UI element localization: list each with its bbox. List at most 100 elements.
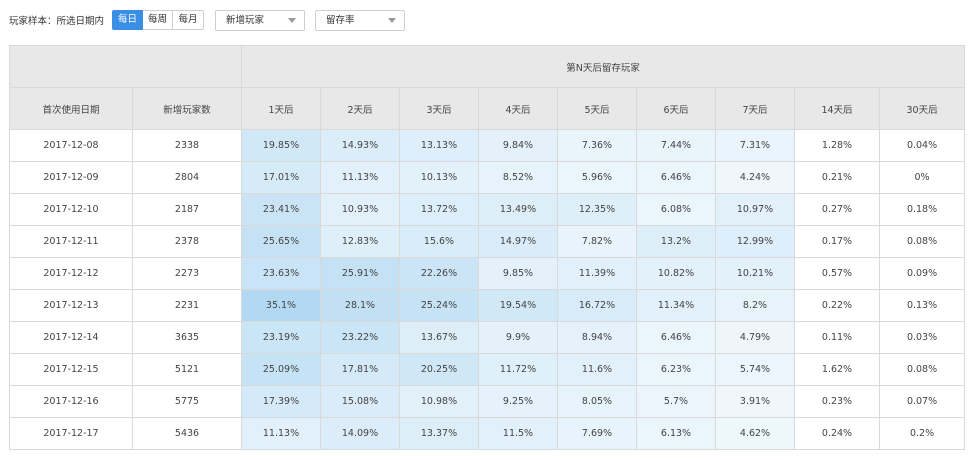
cell-retention: 0.09% (878, 257, 966, 290)
chevron-down-icon (388, 18, 396, 23)
cell-retention: 8.05% (557, 385, 637, 418)
table-row: 2017-12-13 2231 35.1% 28.1% 25.24% 19.54% 16.7… (9, 289, 966, 322)
cell-retention: 0.03% (878, 321, 966, 354)
cell-date: 2017-12-09 (9, 161, 133, 194)
cell-retention: 7.36% (557, 129, 637, 162)
cell-retention: 0.18% (878, 193, 966, 226)
cell-retention: 10.97% (715, 193, 795, 226)
column-header-day: 14天后 (794, 87, 880, 130)
cell-retention: 6.23% (636, 353, 716, 386)
cell-retention: 23.19% (241, 321, 321, 354)
table-row: 2017-12-11 2378 25.65% 12.83% 15.6% 14.97% 7.8… (9, 225, 966, 258)
cell-retention: 14.09% (320, 417, 400, 450)
weekly-button[interactable]: 每周 (142, 10, 173, 30)
cell-date: 2017-12-16 (9, 385, 133, 418)
cell-new-players: 3635 (132, 321, 242, 354)
metric-select-value: 留存率 (326, 15, 355, 26)
cell-retention: 13.67% (399, 321, 479, 354)
monthly-button[interactable]: 每月 (172, 10, 204, 30)
cell-retention: 11.72% (478, 353, 558, 386)
cell-retention: 13.49% (478, 193, 558, 226)
cell-retention: 8.2% (715, 289, 795, 322)
cell-new-players: 2273 (132, 257, 242, 290)
table-row: 2017-12-09 2804 17.01% 11.13% 10.13% 8.52% 5.9… (9, 161, 966, 194)
cell-retention: 11.13% (241, 417, 321, 450)
cell-retention: 23.22% (320, 321, 400, 354)
cell-retention: 6.46% (636, 161, 716, 194)
period-button-group: 每日 每周 每月 (112, 10, 204, 30)
cell-retention: 0% (878, 161, 966, 194)
cell-new-players: 2187 (132, 193, 242, 226)
cell-retention: 11.6% (557, 353, 637, 386)
cell-retention: 19.85% (241, 129, 321, 162)
cell-retention: 20.25% (399, 353, 479, 386)
cell-retention: 25.24% (399, 289, 479, 322)
table-row: 2017-12-15 5121 25.09% 17.81% 20.25% 11.72% 11… (9, 353, 966, 386)
column-header-day: 3天后 (399, 87, 479, 130)
cell-retention: 15.6% (399, 225, 479, 258)
cell-retention: 1.62% (794, 353, 880, 386)
cell-retention: 9.25% (478, 385, 558, 418)
retention-table: 第N天后留存玩家 首次使用日期 新增玩家数 1天后 2天后 3天后 4天后 5天后 6天后… (9, 45, 966, 450)
table-row: 2017-12-08 2338 19.85% 14.93% 13.13% 9.84% 7.3… (9, 129, 966, 162)
cell-retention: 8.94% (557, 321, 637, 354)
player-type-select[interactable]: 新增玩家 (215, 10, 305, 31)
cell-retention: 10.21% (715, 257, 795, 290)
cell-retention: 16.72% (557, 289, 637, 322)
cell-retention: 13.72% (399, 193, 479, 226)
column-header-new-players: 新增玩家数 (132, 87, 242, 130)
cell-retention: 3.91% (715, 385, 795, 418)
toolbar: 玩家样本：所选日期内 每日 每周 每月 新增玩家 留存率 (0, 0, 975, 42)
cell-retention: 4.24% (715, 161, 795, 194)
cell-retention: 13.2% (636, 225, 716, 258)
chevron-down-icon (288, 18, 296, 23)
table-row: 2017-12-10 2187 23.41% 10.93% 13.72% 13.49% 12… (9, 193, 966, 226)
cell-retention: 11.5% (478, 417, 558, 450)
cell-retention: 7.69% (557, 417, 637, 450)
cell-retention: 25.65% (241, 225, 321, 258)
cell-retention: 12.35% (557, 193, 637, 226)
cell-retention: 11.39% (557, 257, 637, 290)
cell-retention: 0.17% (794, 225, 880, 258)
cell-retention: 14.93% (320, 129, 400, 162)
column-header-day: 1天后 (241, 87, 321, 130)
cell-retention: 1.28% (794, 129, 880, 162)
cell-retention: 13.13% (399, 129, 479, 162)
daily-button[interactable]: 每日 (112, 10, 143, 30)
cell-retention: 10.93% (320, 193, 400, 226)
cell-retention: 11.13% (320, 161, 400, 194)
cell-retention: 10.82% (636, 257, 716, 290)
cell-retention: 17.01% (241, 161, 321, 194)
cell-retention: 4.79% (715, 321, 795, 354)
cell-retention: 8.52% (478, 161, 558, 194)
cell-retention: 13.37% (399, 417, 479, 450)
cell-retention: 0.08% (878, 225, 966, 258)
metric-select[interactable]: 留存率 (315, 10, 405, 31)
cell-retention: 10.13% (399, 161, 479, 194)
cell-retention: 22.26% (399, 257, 479, 290)
cell-retention: 28.1% (320, 289, 400, 322)
player-type-select-value: 新增玩家 (226, 15, 265, 26)
cell-retention: 0.04% (878, 129, 966, 162)
column-header-day: 2天后 (320, 87, 400, 130)
cell-retention: 5.96% (557, 161, 637, 194)
cell-date: 2017-12-14 (9, 321, 133, 354)
cell-retention: 0.11% (794, 321, 880, 354)
cell-retention: 23.63% (241, 257, 321, 290)
cell-retention: 23.41% (241, 193, 321, 226)
cell-retention: 15.08% (320, 385, 400, 418)
cell-date: 2017-12-11 (9, 225, 133, 258)
cell-retention: 25.09% (241, 353, 321, 386)
cell-retention: 10.98% (399, 385, 479, 418)
cell-retention: 11.34% (636, 289, 716, 322)
cell-new-players: 2338 (132, 129, 242, 162)
cell-retention: 25.91% (320, 257, 400, 290)
cell-new-players: 5436 (132, 417, 242, 450)
cell-retention: 9.9% (478, 321, 558, 354)
cell-retention: 7.82% (557, 225, 637, 258)
cell-retention: 4.62% (715, 417, 795, 450)
cell-retention: 7.44% (636, 129, 716, 162)
cell-date: 2017-12-12 (9, 257, 133, 290)
cell-retention: 35.1% (241, 289, 321, 322)
table-row: 2017-12-16 5775 17.39% 15.08% 10.98% 9.25% 8.0… (9, 385, 966, 418)
